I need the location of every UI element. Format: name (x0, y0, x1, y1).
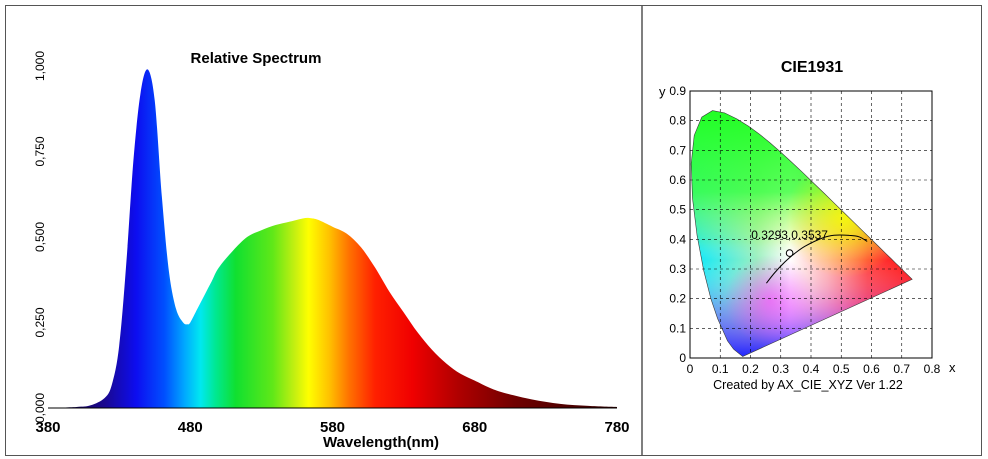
cie-x-axis-label: x (949, 360, 956, 375)
cie-x-tick-5: 0.5 (833, 362, 850, 376)
cie-spectral-locus (690, 110, 913, 357)
cie-title: CIE1931 (781, 59, 843, 76)
cie-chart: CIE1931 0.3293,0.3537 0 0.1 0.2 0.3 0.4 0.5 0.… (659, 59, 956, 392)
cie-chromaticity-point (785, 249, 794, 257)
cie-y-tick-2: 0.2 (669, 292, 686, 306)
cie-x-tick-4: 0.4 (803, 362, 820, 376)
cie-y-tick-6: 0.6 (669, 173, 686, 187)
spectrum-x-tick-480: 480 (178, 419, 203, 436)
cie-y-axis-label: y (659, 84, 666, 99)
cie-footer: Created by AX_CIE_XYZ Ver 1.22 (713, 378, 903, 392)
spectrum-y-tick-4: 1,000 (33, 51, 47, 81)
cie-y-tick-3: 0.3 (669, 262, 686, 276)
cie-x-tick-0: 0 (687, 362, 694, 376)
spectrum-y-tick-0: 0,000 (33, 393, 47, 423)
cie-y-tick-8: 0.8 (669, 114, 686, 128)
cie-y-tick-5: 0.5 (669, 203, 686, 217)
spectrum-chart: Relative Spectrum Wavelength(nm) 380 480 5… (33, 50, 630, 451)
cie-y-tick-9: 0.9 (669, 84, 686, 98)
spectrum-x-tick-380: 380 (35, 419, 60, 436)
cie-y-tick-4: 0.4 (669, 232, 686, 246)
cie-y-tick-0: 0 (679, 351, 686, 365)
spectrum-title: Relative Spectrum (191, 50, 322, 67)
spectrum-y-tick-3: 0,750 (33, 136, 47, 166)
cie-x-tick-8: 0.8 (924, 362, 941, 376)
cie-y-tick-7: 0.7 (669, 143, 686, 157)
cie-planckian-locus (766, 234, 868, 284)
cie-point-label: 0.3293,0.3537 (751, 228, 828, 242)
cie-x-tick-6: 0.6 (863, 362, 880, 376)
spectrum-x-tick-580: 580 (320, 419, 345, 436)
cie-x-tick-1: 0.1 (712, 362, 729, 376)
spectrum-x-tick-780: 780 (604, 419, 629, 436)
spectrum-y-tick-2: 0,500 (33, 222, 47, 252)
spectrum-x-tick-680: 680 (462, 419, 487, 436)
cie-y-tick-1: 0.1 (669, 321, 686, 335)
cie-x-tick-3: 0.3 (772, 362, 789, 376)
spectrum-area (48, 69, 617, 408)
figure-border (5, 5, 982, 456)
cie-x-tick-7: 0.7 (893, 362, 910, 376)
spectrum-y-tick-1: 0,250 (33, 307, 47, 337)
cie-x-tick-2: 0.2 (742, 362, 759, 376)
spectrum-x-label: Wavelength(nm) (323, 434, 439, 451)
